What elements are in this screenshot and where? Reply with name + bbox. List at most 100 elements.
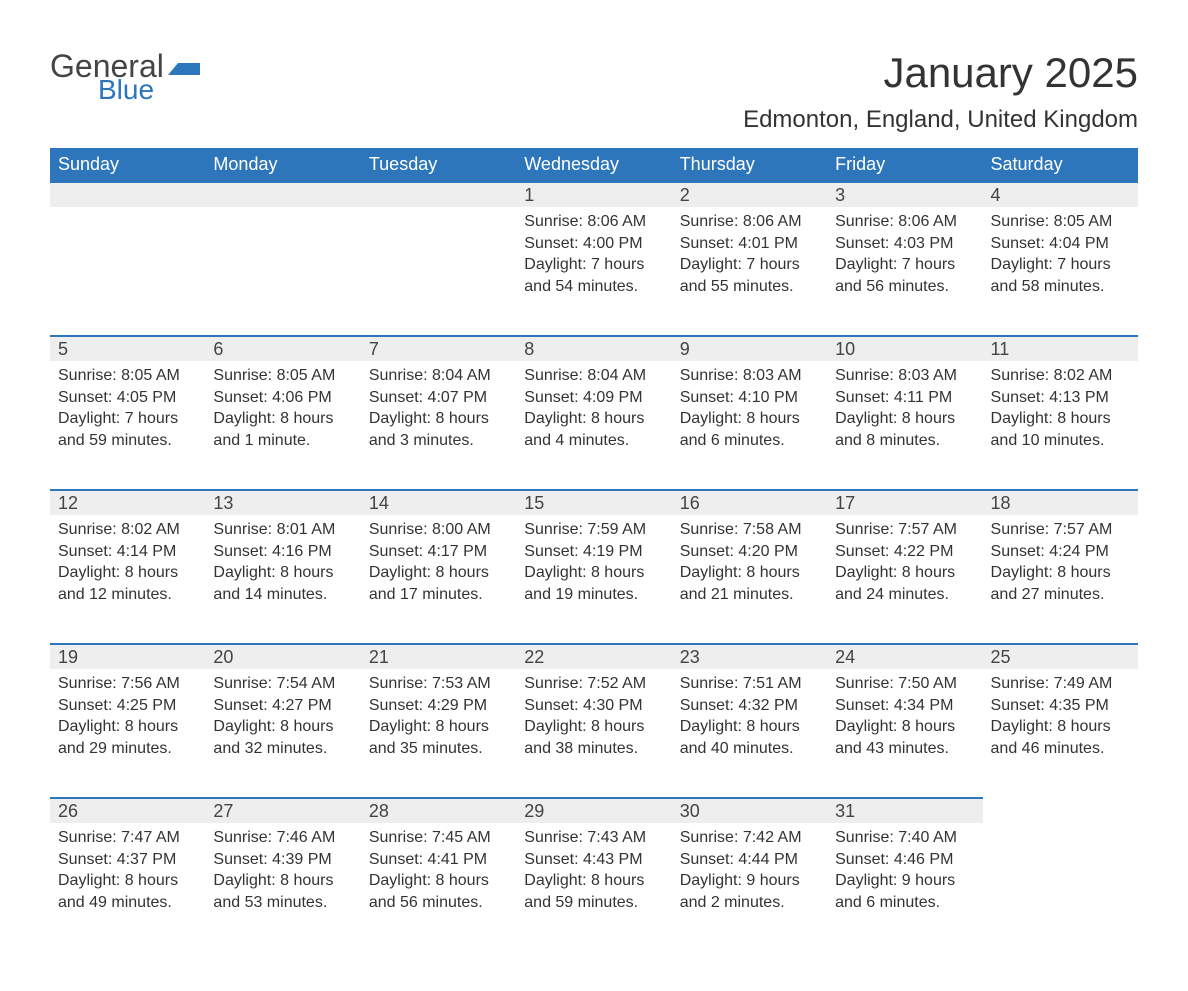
calendar-cell-head: 3 [827, 181, 982, 207]
sunrise-line: Sunrise: 7:53 AM [369, 673, 508, 695]
calendar-cell-body: Sunrise: 7:43 AMSunset: 4:43 PMDaylight:… [516, 823, 671, 951]
day-cell: Sunrise: 7:42 AMSunset: 4:44 PMDaylight:… [672, 823, 827, 925]
sunset-line: Sunset: 4:44 PM [680, 849, 819, 871]
calendar-body-row: Sunrise: 8:02 AMSunset: 4:14 PMDaylight:… [50, 515, 1138, 643]
sunrise-line: Sunrise: 7:59 AM [524, 519, 663, 541]
calendar-cell-head: 1 [516, 181, 671, 207]
day-cell: Sunrise: 8:01 AMSunset: 4:16 PMDaylight:… [205, 515, 360, 617]
daylight-line: Daylight: 8 hours and 27 minutes. [991, 562, 1130, 605]
day-number: 6 [205, 335, 360, 361]
calendar-cell-body: Sunrise: 7:47 AMSunset: 4:37 PMDaylight:… [50, 823, 205, 951]
day-cell: Sunrise: 7:57 AMSunset: 4:22 PMDaylight:… [827, 515, 982, 617]
calendar-cell-head: 23 [672, 643, 827, 669]
calendar-cell-head: 9 [672, 335, 827, 361]
calendar-cell-head: 20 [205, 643, 360, 669]
sunrise-line: Sunrise: 8:04 AM [369, 365, 508, 387]
day-number: 26 [50, 797, 205, 823]
day-number: 17 [827, 489, 982, 515]
calendar-cell-head: 24 [827, 643, 982, 669]
calendar-body-row: Sunrise: 7:47 AMSunset: 4:37 PMDaylight:… [50, 823, 1138, 951]
sunrise-line: Sunrise: 7:51 AM [680, 673, 819, 695]
calendar-cell-head: 2 [672, 181, 827, 207]
day-cell: Sunrise: 8:03 AMSunset: 4:11 PMDaylight:… [827, 361, 982, 463]
calendar-table: SundayMondayTuesdayWednesdayThursdayFrid… [50, 148, 1138, 951]
sunset-line: Sunset: 4:09 PM [524, 387, 663, 409]
calendar-cell-body: Sunrise: 7:57 AMSunset: 4:24 PMDaylight:… [983, 515, 1138, 643]
calendar-cell-head: 19 [50, 643, 205, 669]
sunrise-line: Sunrise: 8:00 AM [369, 519, 508, 541]
sunset-line: Sunset: 4:37 PM [58, 849, 197, 871]
daylight-line: Daylight: 7 hours and 54 minutes. [524, 254, 663, 297]
day-number: 18 [983, 489, 1138, 515]
daylight-line: Daylight: 8 hours and 6 minutes. [680, 408, 819, 451]
calendar-cell-head: 4 [983, 181, 1138, 207]
calendar-cell-body: Sunrise: 7:49 AMSunset: 4:35 PMDaylight:… [983, 669, 1138, 797]
daylight-line: Daylight: 8 hours and 35 minutes. [369, 716, 508, 759]
calendar-cell-body: Sunrise: 7:42 AMSunset: 4:44 PMDaylight:… [672, 823, 827, 951]
day-number: 25 [983, 643, 1138, 669]
weekday-header: Saturday [983, 148, 1138, 181]
day-cell: Sunrise: 7:57 AMSunset: 4:24 PMDaylight:… [983, 515, 1138, 617]
day-number: 16 [672, 489, 827, 515]
daylight-line: Daylight: 8 hours and 14 minutes. [213, 562, 352, 605]
day-number: 14 [361, 489, 516, 515]
day-cell: Sunrise: 7:52 AMSunset: 4:30 PMDaylight:… [516, 669, 671, 771]
day-number: 19 [50, 643, 205, 669]
sunset-line: Sunset: 4:00 PM [524, 233, 663, 255]
day-cell: Sunrise: 8:06 AMSunset: 4:00 PMDaylight:… [516, 207, 671, 309]
day-number: 12 [50, 489, 205, 515]
sunrise-line: Sunrise: 7:58 AM [680, 519, 819, 541]
daylight-line: Daylight: 8 hours and 3 minutes. [369, 408, 508, 451]
daylight-line: Daylight: 8 hours and 32 minutes. [213, 716, 352, 759]
daylight-line: Daylight: 9 hours and 6 minutes. [835, 870, 974, 913]
sunrise-line: Sunrise: 7:57 AM [835, 519, 974, 541]
day-number: 4 [983, 181, 1138, 207]
calendar-cell-body: Sunrise: 8:04 AMSunset: 4:09 PMDaylight:… [516, 361, 671, 489]
daylight-line: Daylight: 7 hours and 59 minutes. [58, 408, 197, 451]
daylight-line: Daylight: 8 hours and 38 minutes. [524, 716, 663, 759]
calendar-cell-body: Sunrise: 8:02 AMSunset: 4:13 PMDaylight:… [983, 361, 1138, 489]
empty-day [205, 181, 360, 207]
sunrise-line: Sunrise: 7:52 AM [524, 673, 663, 695]
calendar-cell-head: 12 [50, 489, 205, 515]
sunrise-line: Sunrise: 8:04 AM [524, 365, 663, 387]
daylight-line: Daylight: 8 hours and 53 minutes. [213, 870, 352, 913]
sunrise-line: Sunrise: 8:06 AM [680, 211, 819, 233]
sunset-line: Sunset: 4:05 PM [58, 387, 197, 409]
sunset-line: Sunset: 4:34 PM [835, 695, 974, 717]
sunrise-line: Sunrise: 7:49 AM [991, 673, 1130, 695]
sunrise-line: Sunrise: 8:03 AM [835, 365, 974, 387]
sunset-line: Sunset: 4:32 PM [680, 695, 819, 717]
sunset-line: Sunset: 4:19 PM [524, 541, 663, 563]
calendar-cell-head: 6 [205, 335, 360, 361]
daylight-line: Daylight: 8 hours and 21 minutes. [680, 562, 819, 605]
daylight-line: Daylight: 8 hours and 29 minutes. [58, 716, 197, 759]
sunset-line: Sunset: 4:01 PM [680, 233, 819, 255]
daylight-line: Daylight: 7 hours and 56 minutes. [835, 254, 974, 297]
day-number: 10 [827, 335, 982, 361]
day-number: 11 [983, 335, 1138, 361]
calendar-cell-head: 30 [672, 797, 827, 823]
calendar-cell-head: 27 [205, 797, 360, 823]
calendar-daynum-row: 262728293031 [50, 797, 1138, 823]
calendar-cell-body [983, 823, 1138, 951]
weekday-header: Sunday [50, 148, 205, 181]
calendar-daynum-row: 1234 [50, 181, 1138, 207]
calendar-cell-head: 8 [516, 335, 671, 361]
sunrise-line: Sunrise: 7:42 AM [680, 827, 819, 849]
day-cell: Sunrise: 8:03 AMSunset: 4:10 PMDaylight:… [672, 361, 827, 463]
daylight-line: Daylight: 8 hours and 1 minute. [213, 408, 352, 451]
calendar-body-row: Sunrise: 8:05 AMSunset: 4:05 PMDaylight:… [50, 361, 1138, 489]
calendar-cell-head: 28 [361, 797, 516, 823]
weekday-header: Wednesday [516, 148, 671, 181]
calendar-cell-head: 14 [361, 489, 516, 515]
day-cell: Sunrise: 8:06 AMSunset: 4:01 PMDaylight:… [672, 207, 827, 309]
sunset-line: Sunset: 4:13 PM [991, 387, 1130, 409]
calendar-cell-head: 22 [516, 643, 671, 669]
calendar-cell-body: Sunrise: 7:53 AMSunset: 4:29 PMDaylight:… [361, 669, 516, 797]
daylight-line: Daylight: 9 hours and 2 minutes. [680, 870, 819, 913]
calendar-cell-head: 10 [827, 335, 982, 361]
sunrise-line: Sunrise: 7:40 AM [835, 827, 974, 849]
day-number: 2 [672, 181, 827, 207]
daylight-line: Daylight: 8 hours and 40 minutes. [680, 716, 819, 759]
